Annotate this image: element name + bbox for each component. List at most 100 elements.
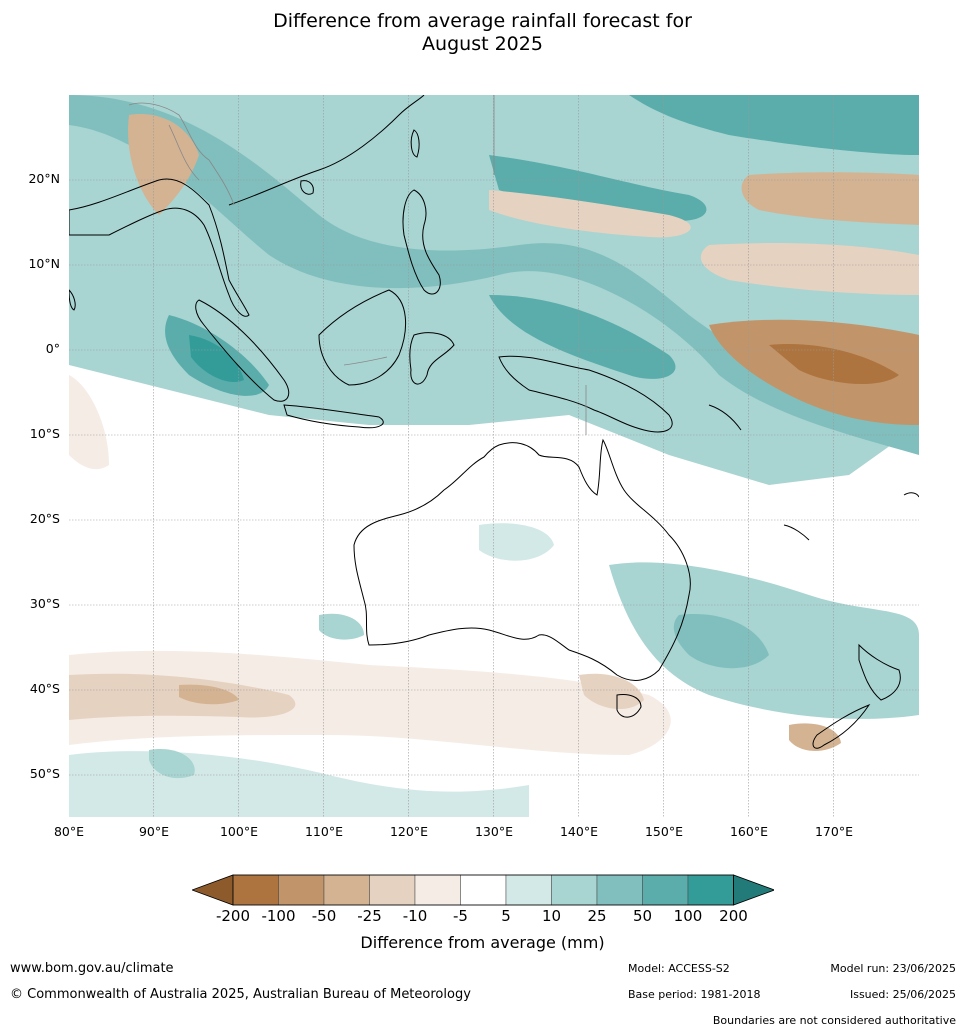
disclaimer-text: Boundaries are not considered authoritat… — [712, 1014, 956, 1027]
tasmania-coastline — [616, 694, 642, 718]
solomon-islands-coastline — [708, 404, 742, 431]
dry-pacific-band-2 — [700, 243, 919, 295]
new-zealand-north-coastline — [858, 643, 901, 701]
dry-indochina — [128, 114, 199, 215]
website-text: www.bom.gov.au/climate — [10, 961, 174, 976]
sulawesi-coastline — [409, 332, 455, 385]
anomaly-field — [69, 95, 919, 817]
dry-southern-band-inner — [179, 684, 239, 705]
coastlines — [69, 95, 919, 749]
rainfall-anomaly-map — [68, 94, 920, 818]
dry-pacific-mid — [489, 190, 691, 238]
legend-tick-label: -200 — [215, 907, 251, 925]
lat-label-10n: 10°N — [28, 256, 60, 271]
new-guinea-coastline — [498, 355, 673, 433]
legend-tick-label: -50 — [311, 907, 337, 925]
lon-label-130e: 130°E — [474, 824, 513, 839]
dry-pacific-north — [741, 172, 919, 225]
lat-label-40s: 40°S — [29, 681, 60, 696]
dry-indian-ocean-west — [69, 375, 109, 470]
wet-tasman-core — [673, 614, 769, 669]
wet-core-northeast — [629, 95, 919, 155]
legend-cap-high — [733, 874, 774, 906]
sri-lanka-coastline — [69, 289, 76, 311]
neutral-australia — [69, 425, 677, 655]
dry-southern-band — [69, 650, 671, 755]
lat-label-30s: 30°S — [29, 596, 60, 611]
country-borders — [128, 95, 587, 435]
lat-label-20s: 20°S — [29, 511, 60, 526]
wet-far-south-core — [149, 749, 195, 779]
lon-label-150e: 150°E — [644, 824, 683, 839]
issued-text: Issued: 25/06/2025 — [849, 988, 956, 1001]
lon-label-80e: 80°E — [53, 824, 85, 839]
australia-coastline — [353, 438, 691, 681]
legend-tick-label: 50 — [632, 907, 653, 925]
lon-label-140e: 140°E — [559, 824, 598, 839]
legend-cell — [278, 874, 325, 906]
hainan-coastline — [300, 180, 314, 195]
map-canvas — [69, 95, 919, 817]
wet-core-equatorial — [489, 295, 676, 379]
legend-cap-low — [192, 874, 234, 906]
lon-label-160e: 160°E — [729, 824, 768, 839]
legend-cell — [369, 874, 416, 906]
lat-label-20n: 20°N — [28, 171, 60, 186]
title-line-1: Difference from average rainfall forecas… — [273, 10, 692, 32]
lon-label-110e: 110°E — [304, 824, 343, 839]
legend-cell — [414, 874, 461, 906]
java-coastline — [283, 404, 384, 429]
model-text: Model: ACCESS-S2 — [628, 962, 730, 975]
model-run-text: Model run: 23/06/2025 — [830, 962, 956, 975]
legend-tick-label: 5 — [501, 907, 511, 925]
new-caledonia-coastline — [783, 524, 810, 541]
legend-tick-label: 10 — [541, 907, 562, 925]
lat-label-10s: 10°S — [29, 426, 60, 441]
legend-cell — [460, 874, 507, 906]
legend-tick-label: -100 — [261, 907, 296, 925]
map-title: Difference from average rainfall forecas… — [0, 10, 965, 56]
legend-cell — [323, 874, 370, 906]
lon-label-90e: 90°E — [138, 824, 170, 839]
legend-tick-label: 25 — [587, 907, 607, 925]
wet-far-south — [69, 751, 529, 817]
wet-southwest-patch — [319, 613, 364, 640]
dry-tasmania — [579, 673, 644, 710]
legend-colorbar — [192, 874, 774, 906]
mainland-asia-coastline — [69, 178, 250, 317]
legend-cell — [551, 874, 598, 906]
lon-label-170e: 170°E — [814, 824, 853, 839]
philippines-coastline — [402, 189, 441, 295]
base-period-text: Base period: 1981-2018 — [628, 988, 761, 1001]
wet-interior — [479, 523, 554, 561]
legend-tick-label: 200 — [719, 907, 748, 925]
legend-tick-label: 100 — [673, 907, 703, 925]
wet-tasman — [609, 562, 919, 719]
taiwan-coastline — [410, 129, 420, 158]
sumatra-coastline — [195, 299, 290, 402]
graticule — [69, 95, 919, 817]
legend-frame — [232, 874, 734, 906]
wet-band-inner — [69, 95, 919, 455]
lon-label-100e: 100°E — [219, 824, 258, 839]
dry-equatorial-core — [769, 344, 899, 385]
new-zealand-south-coastline — [812, 703, 871, 749]
legend-cell — [596, 874, 643, 906]
copyright-text: © Commonwealth of Australia 2025, Austra… — [10, 987, 471, 1002]
lat-label-50s: 50°S — [29, 766, 60, 781]
legend-cell — [505, 874, 552, 906]
legend-tick-label: -5 — [453, 907, 468, 925]
lat-label-equator: 0° — [45, 341, 60, 356]
legend-cell — [687, 874, 734, 906]
lon-label-120e: 120°E — [389, 824, 428, 839]
fiji-coastline — [903, 492, 919, 498]
legend-tick-label: -10 — [402, 907, 428, 925]
china-coastline — [228, 95, 425, 206]
wet-core-philippines — [489, 155, 707, 221]
legend-cell — [642, 874, 689, 906]
legend-cell — [232, 874, 279, 906]
title-line-2: August 2025 — [422, 33, 543, 55]
legend-label: Difference from average (mm) — [360, 933, 605, 952]
wet-core-deep — [189, 335, 244, 383]
borneo-coastline — [318, 289, 407, 386]
